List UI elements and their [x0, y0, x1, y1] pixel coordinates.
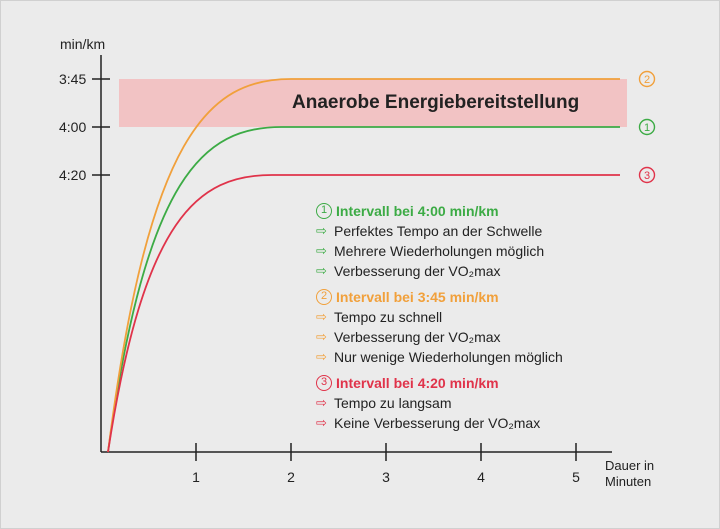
legend-item-text: Mehrere Wiederholungen möglich	[334, 243, 545, 259]
legend-item-text: Verbesserung der VO₂max	[334, 263, 501, 279]
series-marker-1-icon	[638, 118, 656, 136]
series-line-2	[107, 78, 620, 453]
arrow-right-icon: ⇨	[316, 309, 327, 324]
y-tick-label: 3:45	[59, 71, 86, 87]
series-marker-3-icon	[638, 166, 656, 184]
legend-title-text-2: Intervall bei 3:45 min/km	[336, 289, 499, 305]
series-line-1	[107, 126, 620, 453]
legend-title-text-3: Intervall bei 4:20 min/km	[336, 375, 499, 391]
legend-item-text: Perfektes Tempo an der Schwelle	[334, 223, 543, 239]
series-line-3	[107, 174, 620, 453]
marker-3-icon: 3	[316, 375, 332, 391]
legend-item-text: Verbesserung der VO₂max	[334, 329, 501, 345]
marker-2-icon: 2	[316, 289, 332, 305]
legend-item: ⇨ Verbesserung der VO₂max	[316, 327, 646, 347]
series-marker-2-icon	[638, 70, 656, 88]
series-marker-label-1: 1	[644, 122, 650, 134]
y-tick-label: 4:00	[59, 119, 86, 135]
arrow-right-icon: ⇨	[316, 329, 327, 344]
band-label: Anaerobe Energiebereitstellung	[292, 92, 580, 113]
legend-item: ⇨ Tempo zu schnell	[316, 307, 646, 327]
x-tick-label: 4	[477, 469, 485, 485]
legend-item: ⇨ Verbesserung der VO₂max	[316, 261, 646, 281]
legend-group-2: 2 Intervall bei 3:45 min/km ⇨ Tempo zu sc…	[316, 287, 646, 367]
legend-item: ⇨ Perfektes Tempo an der Schwelle	[316, 221, 646, 241]
legend-item-text: Nur wenige Wiederholungen möglich	[334, 349, 563, 365]
arrow-right-icon: ⇨	[316, 349, 327, 364]
legend-title-3: 3 Intervall bei 4:20 min/km	[316, 373, 646, 393]
series-marker-label-3: 3	[644, 170, 650, 182]
legend-item-text: Keine Verbesserung der VO₂max	[334, 415, 541, 431]
series-marker-label-2: 2	[644, 74, 650, 86]
arrow-right-icon: ⇨	[316, 395, 327, 410]
arrow-right-icon: ⇨	[316, 243, 327, 258]
x-axis-label-line2: Minuten	[605, 474, 651, 489]
legend-title-2: 2 Intervall bei 3:45 min/km	[316, 287, 646, 307]
x-axis-label-line1: Dauer in	[605, 458, 654, 473]
y-tick-label: 4:20	[59, 167, 86, 183]
legend-group-1: 1 Intervall bei 4:00 min/km ⇨ Perfektes T…	[316, 201, 646, 281]
legend-item-text: Tempo zu schnell	[334, 309, 443, 325]
x-tick-label: 3	[382, 469, 390, 485]
legend: 1 Intervall bei 4:00 min/km ⇨ Perfektes T…	[316, 201, 646, 439]
x-tick-label: 5	[572, 469, 580, 485]
legend-item: ⇨ Mehrere Wiederholungen möglich	[316, 241, 646, 261]
legend-title-1: 1 Intervall bei 4:00 min/km	[316, 201, 646, 221]
x-tick-label: 2	[287, 469, 295, 485]
arrow-right-icon: ⇨	[316, 223, 327, 238]
legend-item: ⇨ Keine Verbesserung der VO₂max	[316, 413, 646, 433]
marker-1-icon: 1	[316, 203, 332, 219]
legend-group-3: 3 Intervall bei 4:20 min/km ⇨ Tempo zu la…	[316, 373, 646, 433]
arrow-right-icon: ⇨	[316, 263, 327, 278]
legend-item-text: Tempo zu langsam	[334, 395, 452, 411]
legend-item: ⇨ Tempo zu langsam	[316, 393, 646, 413]
legend-item: ⇨ Nur wenige Wiederholungen möglich	[316, 347, 646, 367]
arrow-right-icon: ⇨	[316, 415, 327, 430]
y-axis-label: min/km	[60, 36, 105, 52]
x-tick-label: 1	[192, 469, 200, 485]
legend-title-text-1: Intervall bei 4:00 min/km	[336, 203, 499, 219]
